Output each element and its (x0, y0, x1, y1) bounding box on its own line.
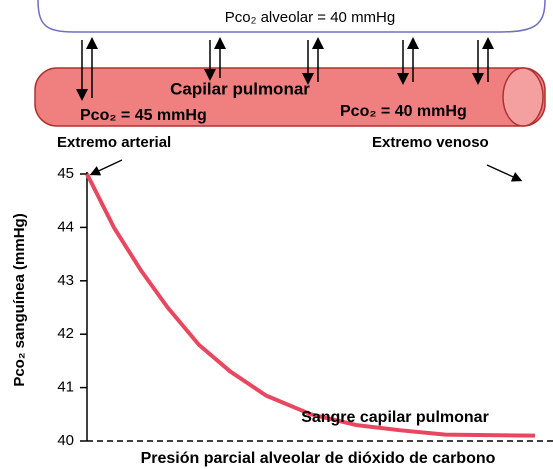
arrow (486, 164, 523, 182)
capillary-end (502, 67, 544, 127)
arterial-end: Extremo arterial (57, 134, 171, 151)
arrow (89, 159, 123, 176)
venous-end: Extremo venoso (372, 134, 489, 151)
alveolar-label: Pco₂ alveolar = 40 mmHg (225, 9, 395, 26)
data-line (85, 173, 536, 438)
y-tick-label: 42 (57, 325, 74, 342)
exchange-arrows (76, 37, 494, 101)
alveolar-membrane (37, 0, 546, 33)
y-tick-label: 41 (57, 379, 74, 396)
y-axis-label: Pco₂ sanguínea (mmHg) (11, 213, 28, 386)
y-tick-label: 43 (57, 272, 74, 289)
reference-label: Presión parcial alveolar de dióxido de c… (141, 450, 496, 467)
venous-pressure: Pco₂ = 40 mmHg (340, 103, 467, 120)
y-tick-label: 40 (57, 432, 74, 449)
arterial-pressure: Pco₂ = 45 mmHg (80, 107, 207, 124)
series-label: Sangre capilar pulmonar (301, 409, 489, 426)
capillary-title: Capilar pulmonar (170, 79, 310, 98)
y-tick-label: 45 (57, 165, 74, 182)
capillary (34, 67, 546, 127)
y-tick-label: 44 (57, 218, 74, 235)
